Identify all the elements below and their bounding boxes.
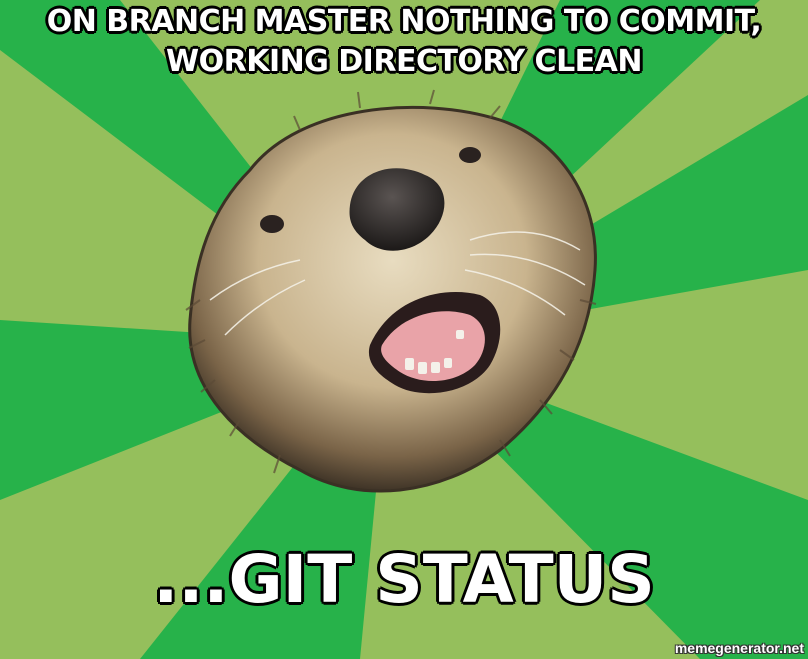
watermark: memegenerator.net [674,640,804,656]
otter-head [188,105,597,493]
otter-nose [349,168,445,251]
otter-right-eye [459,147,481,163]
top-caption: ON BRANCH MASTER NOTHING TO COMMIT, WORK… [46,4,762,79]
bottom-caption: ...GIT STATUS [153,541,655,618]
otter-left-eye [260,215,284,233]
